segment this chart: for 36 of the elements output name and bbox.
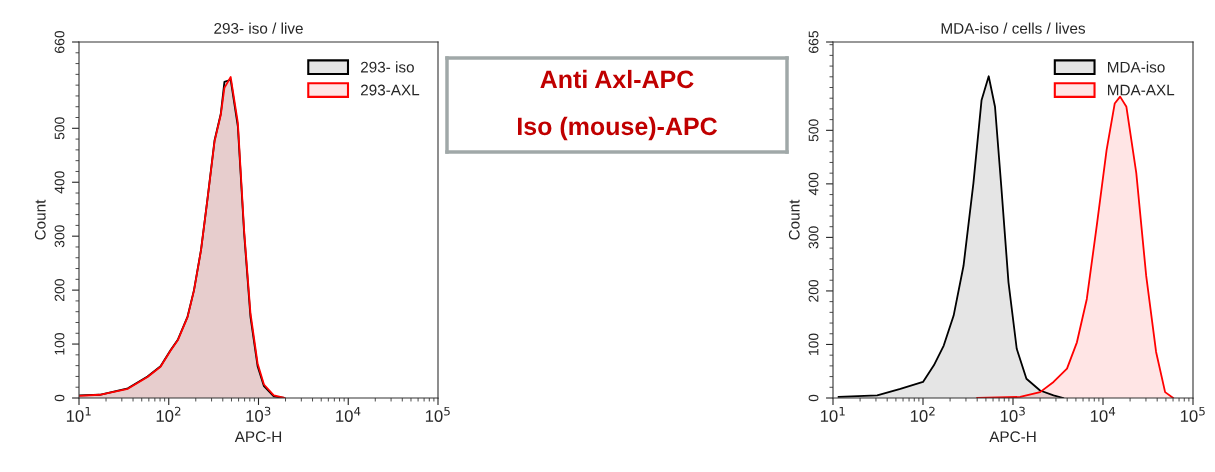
y-tick-label: 300 bbox=[808, 226, 819, 249]
y-tick-label: 0 bbox=[808, 394, 819, 402]
x-tick-label: 10$^{5}$ bbox=[425, 406, 450, 422]
y-tick-label: 0 bbox=[54, 394, 65, 402]
x-tick-label: 10$^{3}$ bbox=[1000, 406, 1025, 422]
x-tick-label: 10$^{5}$ bbox=[1180, 406, 1205, 422]
y-axis-title: Count bbox=[788, 199, 800, 240]
y-tick-label: 660 bbox=[54, 30, 65, 53]
legend-label: MDA-iso bbox=[1108, 61, 1165, 73]
x-tick-label: 10$^{1}$ bbox=[66, 406, 91, 422]
x-tick-label: 10$^{4}$ bbox=[336, 406, 361, 422]
y-tick-label: 100 bbox=[54, 333, 65, 355]
y-tick-label: 200 bbox=[808, 279, 819, 302]
x-tick-label: 10$^{2}$ bbox=[910, 406, 935, 422]
y-tick-label: 500 bbox=[54, 117, 65, 140]
legend-label: 293- iso bbox=[360, 61, 414, 73]
chart-title: MDA-iso / cells / lives bbox=[941, 22, 1086, 34]
y-tick-label: 665 bbox=[808, 30, 819, 53]
y-tick-label: 200 bbox=[54, 279, 65, 302]
y-tick-label: 100 bbox=[808, 333, 819, 355]
y-tick-label: 300 bbox=[54, 225, 65, 248]
x-tick-label: 10$^{1}$ bbox=[820, 406, 845, 422]
text: Anti Axl-APC bbox=[540, 69, 694, 89]
legend-label: 293-AXL bbox=[360, 84, 420, 96]
x-axis-title: APC-H bbox=[234, 431, 282, 443]
chart-title: 293- iso / live bbox=[214, 22, 303, 34]
legend-label: MDA-AXL bbox=[1108, 84, 1175, 96]
x-tick-label: 10$^{4}$ bbox=[1090, 406, 1116, 422]
y-tick-label: 400 bbox=[808, 172, 819, 196]
y-tick-label: 500 bbox=[808, 119, 819, 142]
x-axis-title: APC-H bbox=[989, 431, 1036, 443]
y-tick-label: 400 bbox=[54, 171, 65, 194]
y-axis-title: Count bbox=[34, 199, 46, 240]
text: Iso (mouse)-APC bbox=[517, 116, 718, 141]
x-tick-label: 10$^{2}$ bbox=[156, 406, 181, 422]
x-tick-label: 10$^{3}$ bbox=[246, 406, 271, 422]
